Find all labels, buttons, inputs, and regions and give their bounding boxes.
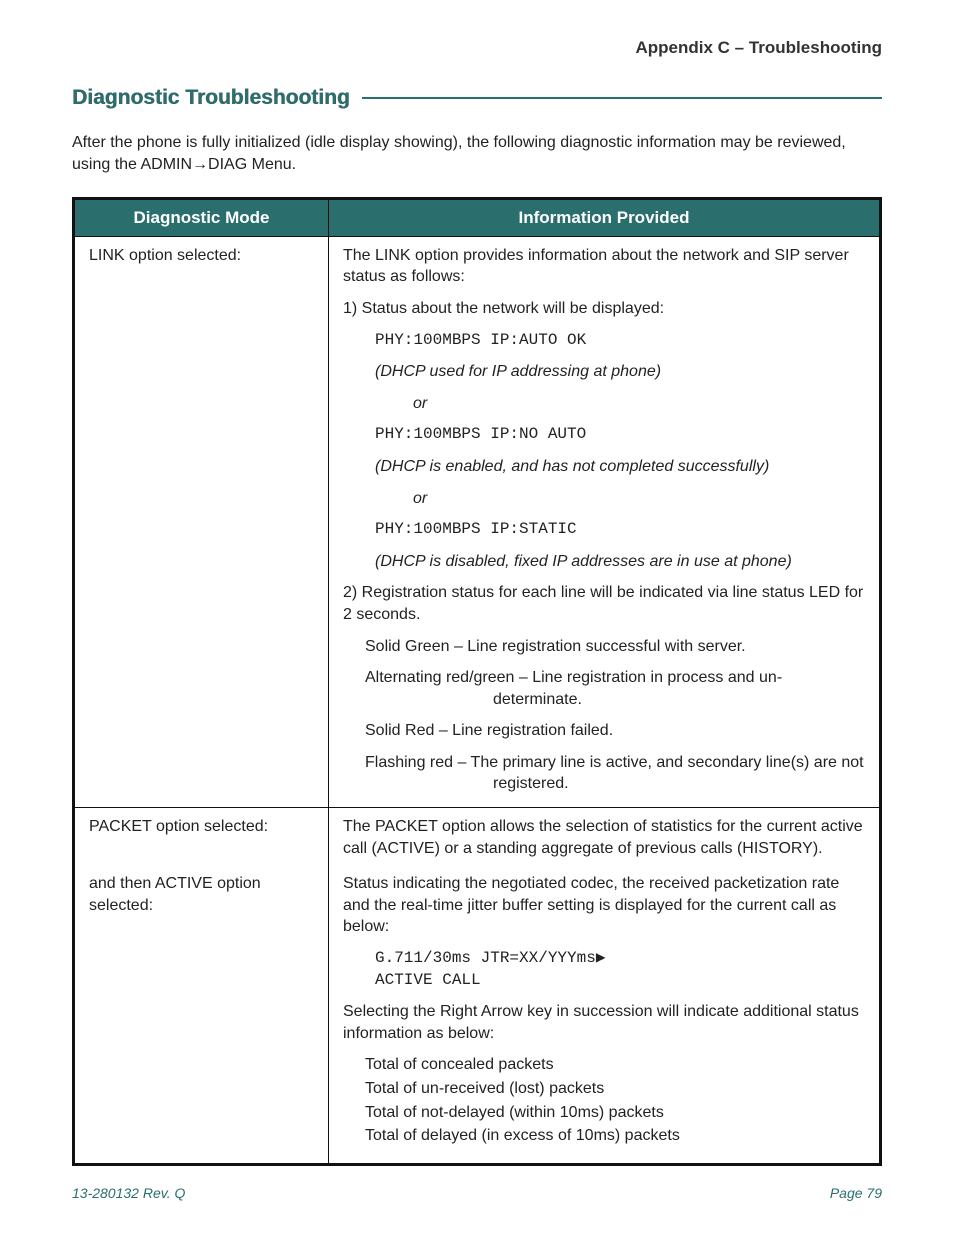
link-code2: PHY:100MBPS IP:NO AUTO (343, 424, 865, 446)
intro-paragraph: After the phone is fully initialized (id… (72, 132, 882, 177)
col-header-info: Information Provided (329, 198, 881, 236)
link-code3: PHY:100MBPS IP:STATIC (343, 519, 865, 541)
footer-rev: 13-280132 Rev. Q (72, 1185, 185, 1201)
cell-mode-link: LINK option selected: (74, 236, 329, 807)
link-or2: or (343, 488, 865, 510)
table-row: and then ACTIVE option selected: Status … (74, 865, 881, 1164)
cell-info-packet: The PACKET option allows the selection o… (329, 808, 881, 866)
section-heading-row: Diagnostic Troubleshooting (72, 86, 882, 110)
link-l4: Flashing red – The primary line is activ… (343, 752, 865, 795)
page-footer: 13-280132 Rev. Q Page 79 (72, 1185, 882, 1201)
link-code1: PHY:100MBPS IP:AUTO OK (343, 330, 865, 352)
active-t2: Total of un-received (lost) packets (365, 1078, 865, 1100)
active-t1: Total of concealed packets (365, 1054, 865, 1076)
active-p2: Selecting the Right Arrow key in success… (343, 1001, 865, 1044)
link-p2: 1) Status about the network will be disp… (343, 298, 865, 320)
link-or1: or (343, 393, 865, 415)
active-code2: ACTIVE CALL (343, 970, 865, 992)
active-t3: Total of not-delayed (within 10ms) packe… (365, 1102, 865, 1124)
active-code1: G.711/30ms JTR=XX/YYYms▶ (343, 948, 865, 970)
cell-mode-active: and then ACTIVE option selected: (74, 865, 329, 1164)
link-desc2: (DHCP is enabled, and has not completed … (343, 456, 865, 478)
table-row: LINK option selected: The LINK option pr… (74, 236, 881, 807)
active-t4: Total of delayed (in excess of 10ms) pac… (365, 1125, 865, 1147)
active-totals: Total of concealed packets Total of un-r… (343, 1054, 865, 1146)
cell-info-link: The LINK option provides information abo… (329, 236, 881, 807)
table-row: PACKET option selected: The PACKET optio… (74, 808, 881, 866)
heading-rule (362, 97, 882, 99)
link-p3: 2) Registration status for each line wil… (343, 582, 865, 625)
page: Appendix C – Troubleshooting Diagnostic … (0, 0, 954, 1235)
footer-page: Page 79 (830, 1185, 882, 1201)
cell-info-active: Status indicating the negotiated codec, … (329, 865, 881, 1164)
active-p1: Status indicating the negotiated codec, … (343, 873, 865, 938)
cell-mode-packet: PACKET option selected: (74, 808, 329, 866)
link-desc3: (DHCP is disabled, fixed IP addresses ar… (343, 551, 865, 573)
section-heading: Diagnostic Troubleshooting (72, 86, 350, 110)
link-l2: Alternating red/green – Line registratio… (343, 667, 865, 710)
link-desc1: (DHCP used for IP addressing at phone) (343, 361, 865, 383)
diagnostic-table: Diagnostic Mode Information Provided LIN… (72, 197, 882, 1166)
appendix-label: Appendix C – Troubleshooting (72, 38, 882, 58)
table-header-row: Diagnostic Mode Information Provided (74, 198, 881, 236)
link-l1: Solid Green – Line registration successf… (343, 636, 865, 658)
link-p1: The LINK option provides information abo… (343, 245, 865, 288)
col-header-mode: Diagnostic Mode (74, 198, 329, 236)
link-l3: Solid Red – Line registration failed. (343, 720, 865, 742)
